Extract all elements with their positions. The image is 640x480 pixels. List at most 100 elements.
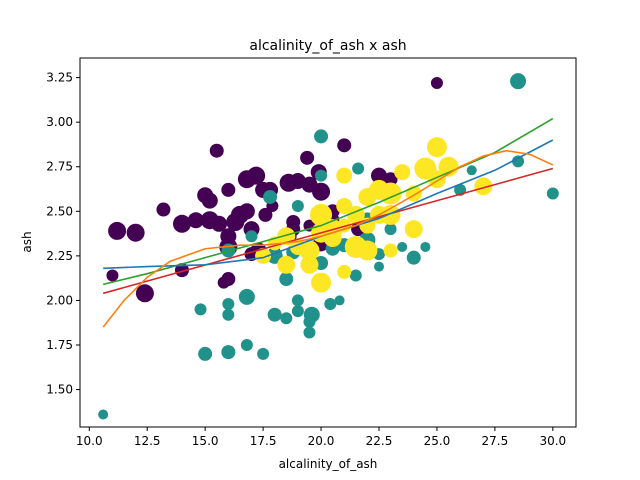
data-point-class-1: [198, 346, 213, 361]
x-tick-label: 12.5: [134, 434, 161, 448]
data-point-class-0: [247, 166, 266, 185]
data-point-class-1: [512, 155, 525, 168]
x-tick-label: 25.0: [424, 434, 451, 448]
x-tick-label: 20.0: [308, 434, 335, 448]
y-tick-label: 2.00: [46, 293, 73, 307]
data-point-class-2: [255, 247, 272, 264]
y-axis-label: ash: [20, 231, 34, 252]
data-point-class-1: [222, 308, 235, 321]
data-point-class-2: [337, 218, 352, 233]
data-point-class-0: [337, 138, 352, 153]
data-point-class-2: [336, 167, 353, 184]
data-point-class-2: [438, 156, 459, 177]
x-tick-label: 22.5: [366, 434, 393, 448]
data-point-class-1: [406, 250, 421, 265]
data-point-class-1: [373, 261, 384, 272]
data-point-class-2: [380, 204, 401, 225]
data-point-class-0: [209, 143, 224, 158]
data-point-class-1: [238, 288, 255, 305]
data-point-class-0: [126, 223, 145, 242]
data-point-class-2: [337, 264, 352, 279]
y-tick-label: 2.25: [46, 249, 73, 263]
data-point-class-0: [156, 202, 171, 217]
data-point-class-0: [258, 207, 273, 222]
plot-frame: [79, 57, 577, 428]
data-point-class-2: [336, 197, 353, 214]
data-point-class-1: [314, 129, 329, 144]
data-point-class-2: [299, 240, 320, 261]
data-point-class-1: [324, 298, 337, 310]
fit-line-degree-2: [102, 117, 554, 286]
data-point-class-1: [352, 162, 365, 175]
data-point-class-1: [315, 169, 328, 182]
y-tick-label: 3.00: [46, 115, 73, 129]
data-point-class-2: [383, 243, 398, 258]
data-point-class-1: [291, 199, 304, 212]
data-point-class-1: [280, 312, 293, 325]
data-point-class-0: [135, 284, 154, 303]
x-tick-label: 15.0: [192, 434, 219, 448]
data-point-class-0: [286, 215, 301, 229]
y-axis-ticks: 1.50 1.75 2.00 2.25 2.50 2.75 3.00 3.25: [46, 71, 80, 397]
y-tick-label: 3.25: [46, 71, 73, 85]
fit-line-degree-1: [102, 167, 554, 295]
data-point-class-0: [370, 167, 387, 184]
data-point-class-0: [312, 182, 331, 201]
data-point-class-1: [222, 298, 235, 310]
data-point-class-0: [221, 182, 236, 197]
points-layer: [98, 73, 559, 420]
data-point-class-0: [211, 215, 228, 232]
data-point-class-1: [240, 339, 253, 351]
data-point-class-0: [201, 192, 218, 209]
data-point-class-1: [334, 295, 345, 306]
data-point-class-1: [291, 305, 304, 318]
x-tick-label: 30.0: [539, 434, 566, 448]
data-point-class-1: [279, 272, 294, 287]
data-point-class-1: [466, 165, 477, 176]
data-point-class-2: [474, 177, 493, 196]
chart-title: alcalinity_of_ash x ash: [249, 38, 406, 54]
data-point-class-2: [311, 272, 332, 293]
y-tick-label: 1.75: [46, 338, 73, 352]
x-axis-label: alcalinity_of_ash: [279, 457, 378, 471]
data-point-class-2: [300, 255, 319, 274]
data-point-class-1: [245, 230, 258, 243]
data-point-class-2: [310, 203, 333, 226]
fit-lines-layer: [102, 117, 554, 328]
data-point-class-0: [187, 212, 204, 229]
y-tick-label: 2.75: [46, 160, 73, 174]
data-point-class-1: [303, 306, 320, 323]
x-tick-label: 17.5: [250, 434, 277, 448]
data-point-class-1: [263, 190, 278, 205]
data-point-class-2: [404, 220, 423, 239]
data-point-class-2: [277, 255, 296, 274]
data-point-class-1: [303, 326, 316, 339]
data-point-class-1: [98, 409, 109, 420]
data-point-class-0: [221, 272, 236, 287]
y-tick-label: 1.50: [46, 383, 73, 397]
data-point-class-1: [221, 345, 236, 360]
data-point-class-0: [238, 203, 255, 220]
data-point-class-1: [291, 294, 304, 307]
data-point-class-1: [257, 347, 270, 360]
data-point-class-0: [300, 150, 315, 165]
data-point-class-0: [174, 263, 189, 278]
data-point-class-1: [194, 303, 207, 316]
y-tick-label: 2.50: [46, 204, 73, 218]
data-point-class-1: [510, 73, 527, 90]
x-tick-label: 10.0: [76, 434, 103, 448]
data-point-class-0: [220, 228, 237, 245]
data-point-class-1: [397, 241, 408, 252]
x-axis-ticks: 10.0 12.5 15.0 17.5 20.0 22.5 25.0 27.5 30.0: [76, 427, 566, 448]
data-point-class-0: [172, 214, 191, 233]
data-point-class-0: [430, 76, 443, 89]
data-point-class-0: [106, 269, 119, 282]
data-point-class-2: [357, 240, 378, 261]
data-point-class-1: [546, 187, 559, 200]
data-point-class-1: [384, 223, 397, 236]
data-point-class-2: [426, 137, 447, 158]
data-point-class-2: [394, 164, 411, 181]
data-point-class-1: [420, 241, 431, 252]
data-point-class-0: [108, 221, 127, 240]
